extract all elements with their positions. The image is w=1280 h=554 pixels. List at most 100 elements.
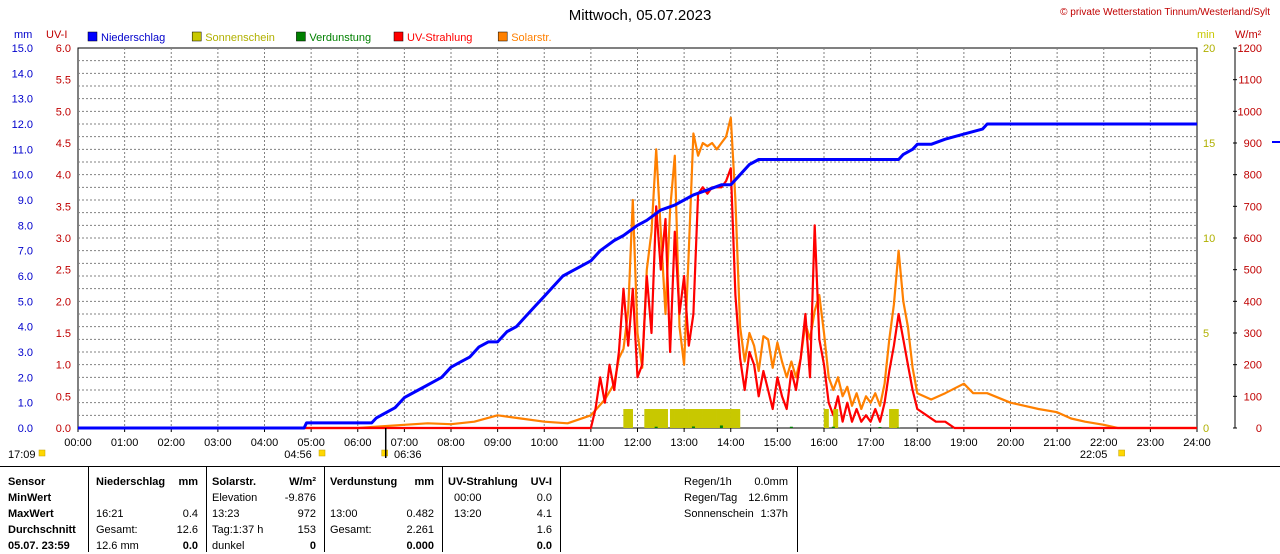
sensor-header: Sensor: [8, 476, 46, 488]
tick-label-mm: 12.0: [12, 119, 33, 131]
tick-label-uvi: 1.0: [56, 360, 71, 372]
uv-min-time: 00:00: [454, 492, 482, 504]
tick-label-min: 20: [1203, 43, 1215, 55]
legend-swatch: [296, 31, 306, 42]
legend-label: Niederschlag: [101, 32, 165, 44]
verd-header: Verdunstung: [330, 476, 398, 488]
tick-label-x: 06:00: [344, 437, 372, 449]
series-bar: [707, 409, 713, 428]
sunrise-event-label: 04:56: [284, 449, 312, 461]
chart-title: Mittwoch, 05.07.2023: [569, 7, 712, 24]
sunset-event-marker: [1118, 449, 1125, 457]
tick-label-x: 19:00: [950, 437, 978, 449]
nieder-max-val: 0.4: [182, 508, 198, 520]
solar-max-val: 972: [297, 508, 316, 520]
summary-value-rain-day: 12.6mm: [748, 492, 788, 504]
tick-label-mm: 8.0: [18, 220, 33, 232]
series-bar: [662, 409, 668, 428]
series-bar: [674, 409, 680, 428]
series-bar: [623, 409, 629, 428]
sun-events: 17:09 04:56 06:36 22:05: [8, 428, 1125, 461]
tick-label-mm: 15.0: [12, 43, 33, 55]
summary-label-sunshine: Sonnenschein: [684, 508, 754, 520]
tick-label-x: 21:00: [1043, 437, 1071, 449]
series-bar: [893, 409, 899, 428]
chart-series: [78, 116, 1197, 430]
verd-avg-val: 2.261: [406, 524, 434, 536]
series-bar: [833, 409, 839, 428]
series-bar: [719, 425, 723, 428]
series-bar: [697, 409, 703, 428]
solar-min-label: Elevation: [212, 492, 258, 504]
uv-min-val: 0.0: [536, 492, 552, 504]
axis-unit-wm2: W/m²: [1235, 29, 1262, 41]
tick-label-uvi: 3.0: [56, 233, 71, 245]
tick-label-x: 02:00: [157, 437, 185, 449]
series-bar: [823, 409, 829, 428]
nieder-avg-label: Gesamt:: [96, 524, 138, 536]
series-bar: [889, 409, 895, 428]
weather-chart: Mittwoch, 05.07.2023 © private Wettersta…: [8, 7, 1280, 461]
tick-label-mm: 6.0: [18, 271, 33, 283]
tick-label-mm: 5.0: [18, 296, 33, 308]
tick-label-min: 0: [1203, 423, 1209, 435]
uv-max-val: 4.1: [536, 508, 552, 520]
sun-event-left-label: 17:09: [8, 449, 36, 461]
tick-label-mm: 4.0: [18, 322, 33, 334]
series-bar: [730, 409, 736, 428]
series-bar: [644, 409, 650, 428]
tick-label-wm2: 600: [1244, 233, 1262, 245]
series-bar: [669, 409, 675, 428]
tick-label-x: 13:00: [670, 437, 698, 449]
summary-value-sunshine: 1:37h: [760, 508, 788, 520]
series-bar: [691, 426, 695, 428]
tick-label-uvi: 6.0: [56, 43, 71, 55]
series-bar: [789, 426, 793, 428]
tick-label-mm: 11.0: [12, 144, 33, 156]
series-bar: [683, 409, 689, 428]
legend-swatch: [497, 31, 508, 42]
series-bar: [653, 409, 659, 428]
tick-label-x: 14:00: [717, 437, 745, 449]
tick-label-x: 07:00: [391, 437, 419, 449]
tick-label-x: 12:00: [624, 437, 652, 449]
tick-label-x: 03:00: [204, 437, 232, 449]
tick-label-mm: 7.0: [18, 246, 33, 258]
legend-label: UV-Strahlung: [407, 32, 472, 44]
uv-max-time: 13:20: [454, 508, 482, 520]
durchschnitt-label: Durchschnitt: [8, 524, 76, 536]
tick-label-x: 09:00: [484, 437, 512, 449]
tick-label-x: 20:00: [997, 437, 1025, 449]
tick-label-min: 5: [1203, 328, 1209, 340]
tick-label-uvi: 0.0: [56, 423, 71, 435]
solar-unit: W/m²: [289, 476, 316, 488]
tick-label-x: 24:00: [1183, 437, 1211, 449]
tick-label-wm2: 500: [1244, 265, 1262, 277]
tick-label-x: 17:00: [857, 437, 885, 449]
axis-unit-min: min: [1197, 29, 1215, 41]
tick-label-wm2: 200: [1244, 360, 1262, 372]
tick-label-wm2: 700: [1244, 201, 1262, 213]
tick-label-mm: 9.0: [18, 195, 33, 207]
tick-label-wm2: 0: [1256, 423, 1262, 435]
summary-block: Regen/1h 0.0mm Regen/Tag 12.6mm Sonnensche…: [684, 474, 790, 522]
sun-event-left-marker: [38, 449, 46, 457]
verd-max-val: 0.482: [406, 508, 434, 520]
table-col-verdunstung: Verdunstung mm 13:00 0.482 Gesamt: 2.261 0.…: [330, 474, 436, 554]
legend-swatch: [87, 31, 98, 42]
copyright-text: © private Wetterstation Tinnum/Westerlan…: [1060, 7, 1270, 18]
tick-label-mm: 0.0: [18, 423, 33, 435]
minwert-label: MinWert: [8, 492, 52, 504]
chart-axes: 0.0 1.0 2.0 3.0 4.0 5.0 6.0 7.0 8.0 9.0 10.0 11.0 12…: [12, 43, 1280, 449]
tick-label-mm: 14.0: [12, 68, 33, 80]
series-bar: [831, 426, 835, 428]
tick-label-min: 15: [1203, 138, 1215, 150]
tick-label-wm2: 400: [1244, 296, 1262, 308]
series-line: [78, 122, 1197, 430]
solar-date-label: dunkel: [212, 540, 245, 552]
solar-date-val: 0: [309, 540, 316, 552]
legend-label: Verdunstung: [309, 32, 371, 44]
nieder-date-label: 12.6 mm: [96, 540, 139, 552]
tick-label-uvi: 2.0: [56, 296, 71, 308]
sunset-event-label: 22:05: [1080, 449, 1108, 461]
